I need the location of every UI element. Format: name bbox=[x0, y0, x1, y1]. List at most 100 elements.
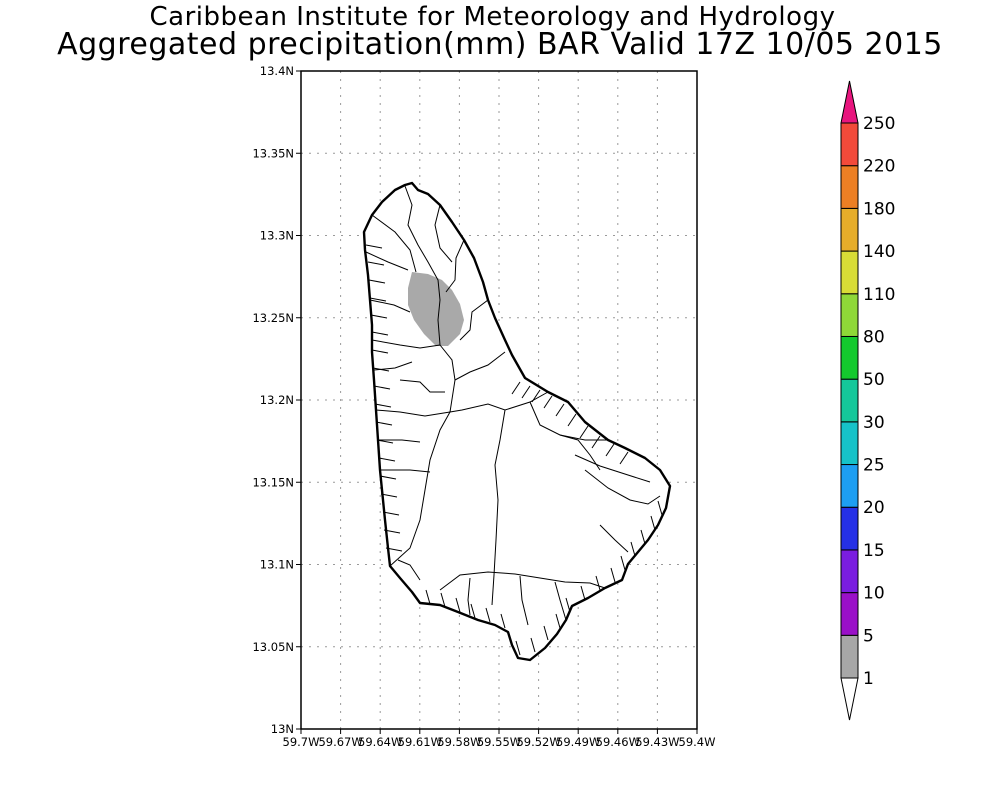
coast-stream-line bbox=[372, 367, 390, 372]
colorbar-label: 30 bbox=[863, 413, 885, 433]
colorbar-band bbox=[840, 464, 859, 508]
coast-stream-line bbox=[650, 515, 656, 531]
precip-area bbox=[408, 272, 464, 346]
coast-stream-line bbox=[365, 244, 383, 249]
lat-tick-label: 13.1N bbox=[260, 558, 294, 572]
coast-stream-line bbox=[470, 603, 476, 619]
lat-tick-label: 13.3N bbox=[260, 229, 294, 243]
colorbar-label: 140 bbox=[863, 242, 895, 262]
coast-stream-line bbox=[385, 547, 403, 552]
lat-tick-label: 13.35N bbox=[252, 146, 294, 160]
coast-stream-line bbox=[605, 443, 615, 457]
coast-stream-line bbox=[500, 613, 506, 629]
coastal-streams bbox=[365, 244, 663, 656]
colorbar-band bbox=[840, 549, 859, 594]
colorbar-lower-triangle bbox=[840, 677, 859, 721]
coast-stream-line bbox=[610, 567, 616, 583]
coast-stream-line bbox=[374, 403, 392, 408]
coast-stream-line bbox=[373, 385, 391, 390]
lat-tick-label: 13N bbox=[271, 722, 294, 736]
colorbar-label: 80 bbox=[863, 327, 885, 347]
colorbar-label: 25 bbox=[863, 456, 885, 476]
coast-stream-line bbox=[530, 637, 536, 653]
colorbar-band bbox=[840, 634, 859, 679]
coast-stream-line bbox=[555, 613, 561, 629]
colorbar-label: 110 bbox=[863, 285, 895, 305]
lon-tick-label: 59.49W bbox=[556, 735, 600, 749]
coast-stream-line bbox=[383, 529, 401, 534]
colorbar-label: 180 bbox=[863, 199, 895, 219]
coast-stream-line bbox=[511, 381, 521, 395]
island-outline bbox=[362, 181, 672, 662]
colorbar-label: 50 bbox=[863, 370, 885, 390]
lat-tick-label: 13.2N bbox=[260, 393, 294, 407]
colorbar-band bbox=[840, 335, 859, 380]
colorbar-upper-triangle bbox=[840, 80, 859, 124]
coast-stream-line bbox=[371, 349, 389, 354]
coast-stream-line bbox=[370, 314, 388, 319]
coast-stream-line bbox=[555, 403, 565, 417]
coast-stream-line bbox=[591, 435, 601, 449]
coast-stream-line bbox=[425, 589, 431, 605]
coast-stream-line bbox=[657, 500, 663, 516]
coast-stream-line bbox=[619, 451, 629, 465]
lon-tick-label: 59.58W bbox=[437, 735, 481, 749]
coast-stream-line bbox=[580, 585, 586, 601]
lon-tick-label: 59.7W bbox=[283, 735, 320, 749]
lat-tick-label: 13.15N bbox=[252, 475, 294, 489]
colorbar-label: 220 bbox=[863, 157, 895, 177]
colorbar-band bbox=[840, 207, 859, 252]
colorbar-label: 5 bbox=[863, 626, 874, 646]
lon-tick-label: 59.4W bbox=[679, 735, 716, 749]
colorbar-label: 250 bbox=[863, 114, 895, 134]
coast-stream-line bbox=[371, 331, 389, 336]
coast-stream-line bbox=[378, 457, 396, 462]
lon-tick-label: 59.46W bbox=[596, 735, 640, 749]
colorbar-band bbox=[840, 592, 859, 636]
coast-stream-line bbox=[368, 279, 386, 284]
longitude-axis: 59.7W59.67W59.64W59.61W59.58W59.55W59.52… bbox=[283, 729, 716, 749]
coast-stream-line bbox=[579, 425, 589, 439]
colorbar-band bbox=[840, 122, 859, 167]
coast-stream-line bbox=[543, 395, 553, 409]
coast-stream-line bbox=[531, 389, 541, 403]
colorbar-band bbox=[840, 506, 859, 551]
coast-stream-line bbox=[382, 511, 400, 516]
coast-stream-line bbox=[640, 529, 646, 545]
coast-stream-line bbox=[543, 625, 549, 641]
lon-tick-label: 59.52W bbox=[516, 735, 560, 749]
colorbar-label: 1 bbox=[863, 669, 874, 689]
colorbar-band bbox=[840, 378, 859, 423]
coast-stream-line bbox=[521, 385, 531, 399]
coast-stream-line bbox=[455, 597, 461, 613]
coast-stream-line bbox=[630, 541, 636, 557]
lat-tick-label: 13.25N bbox=[252, 311, 294, 325]
colorbar-band bbox=[840, 250, 859, 295]
lat-tick-label: 13.05N bbox=[252, 640, 294, 654]
coast-stream-line bbox=[369, 297, 387, 302]
lon-tick-label: 59.67W bbox=[318, 735, 362, 749]
coast-stream-line bbox=[485, 607, 491, 623]
lat-tick-label: 13.4N bbox=[260, 64, 294, 78]
colorbar-label: 10 bbox=[863, 584, 885, 604]
chart-title-line2: Aggregated precipitation(mm) BAR Valid 1… bbox=[57, 27, 943, 62]
latitude-axis: 13.4N 13.35N 13.3N 13.25N 13.2N 13.15N 13.1N 13… bbox=[252, 64, 301, 736]
coast-stream-line bbox=[440, 592, 446, 608]
coast-stream-line bbox=[620, 555, 626, 571]
colorbar-label: 20 bbox=[863, 498, 885, 518]
colorbar-band bbox=[840, 165, 859, 209]
colorbar-band bbox=[840, 421, 859, 466]
coast-stream-line bbox=[515, 640, 521, 656]
coast-stream-line bbox=[376, 439, 394, 444]
chart-title-line1: Caribbean Institute for Meteorology and … bbox=[149, 2, 836, 32]
coast-stream-line bbox=[380, 493, 398, 498]
coast-stream-line bbox=[567, 413, 577, 427]
colorbar-label: 15 bbox=[863, 541, 885, 561]
colorbar-band bbox=[840, 293, 859, 337]
coast-stream-line bbox=[367, 261, 385, 266]
lon-tick-label: 59.55W bbox=[477, 735, 521, 749]
coast-stream-line bbox=[379, 475, 397, 480]
lon-tick-label: 59.61W bbox=[398, 735, 442, 749]
